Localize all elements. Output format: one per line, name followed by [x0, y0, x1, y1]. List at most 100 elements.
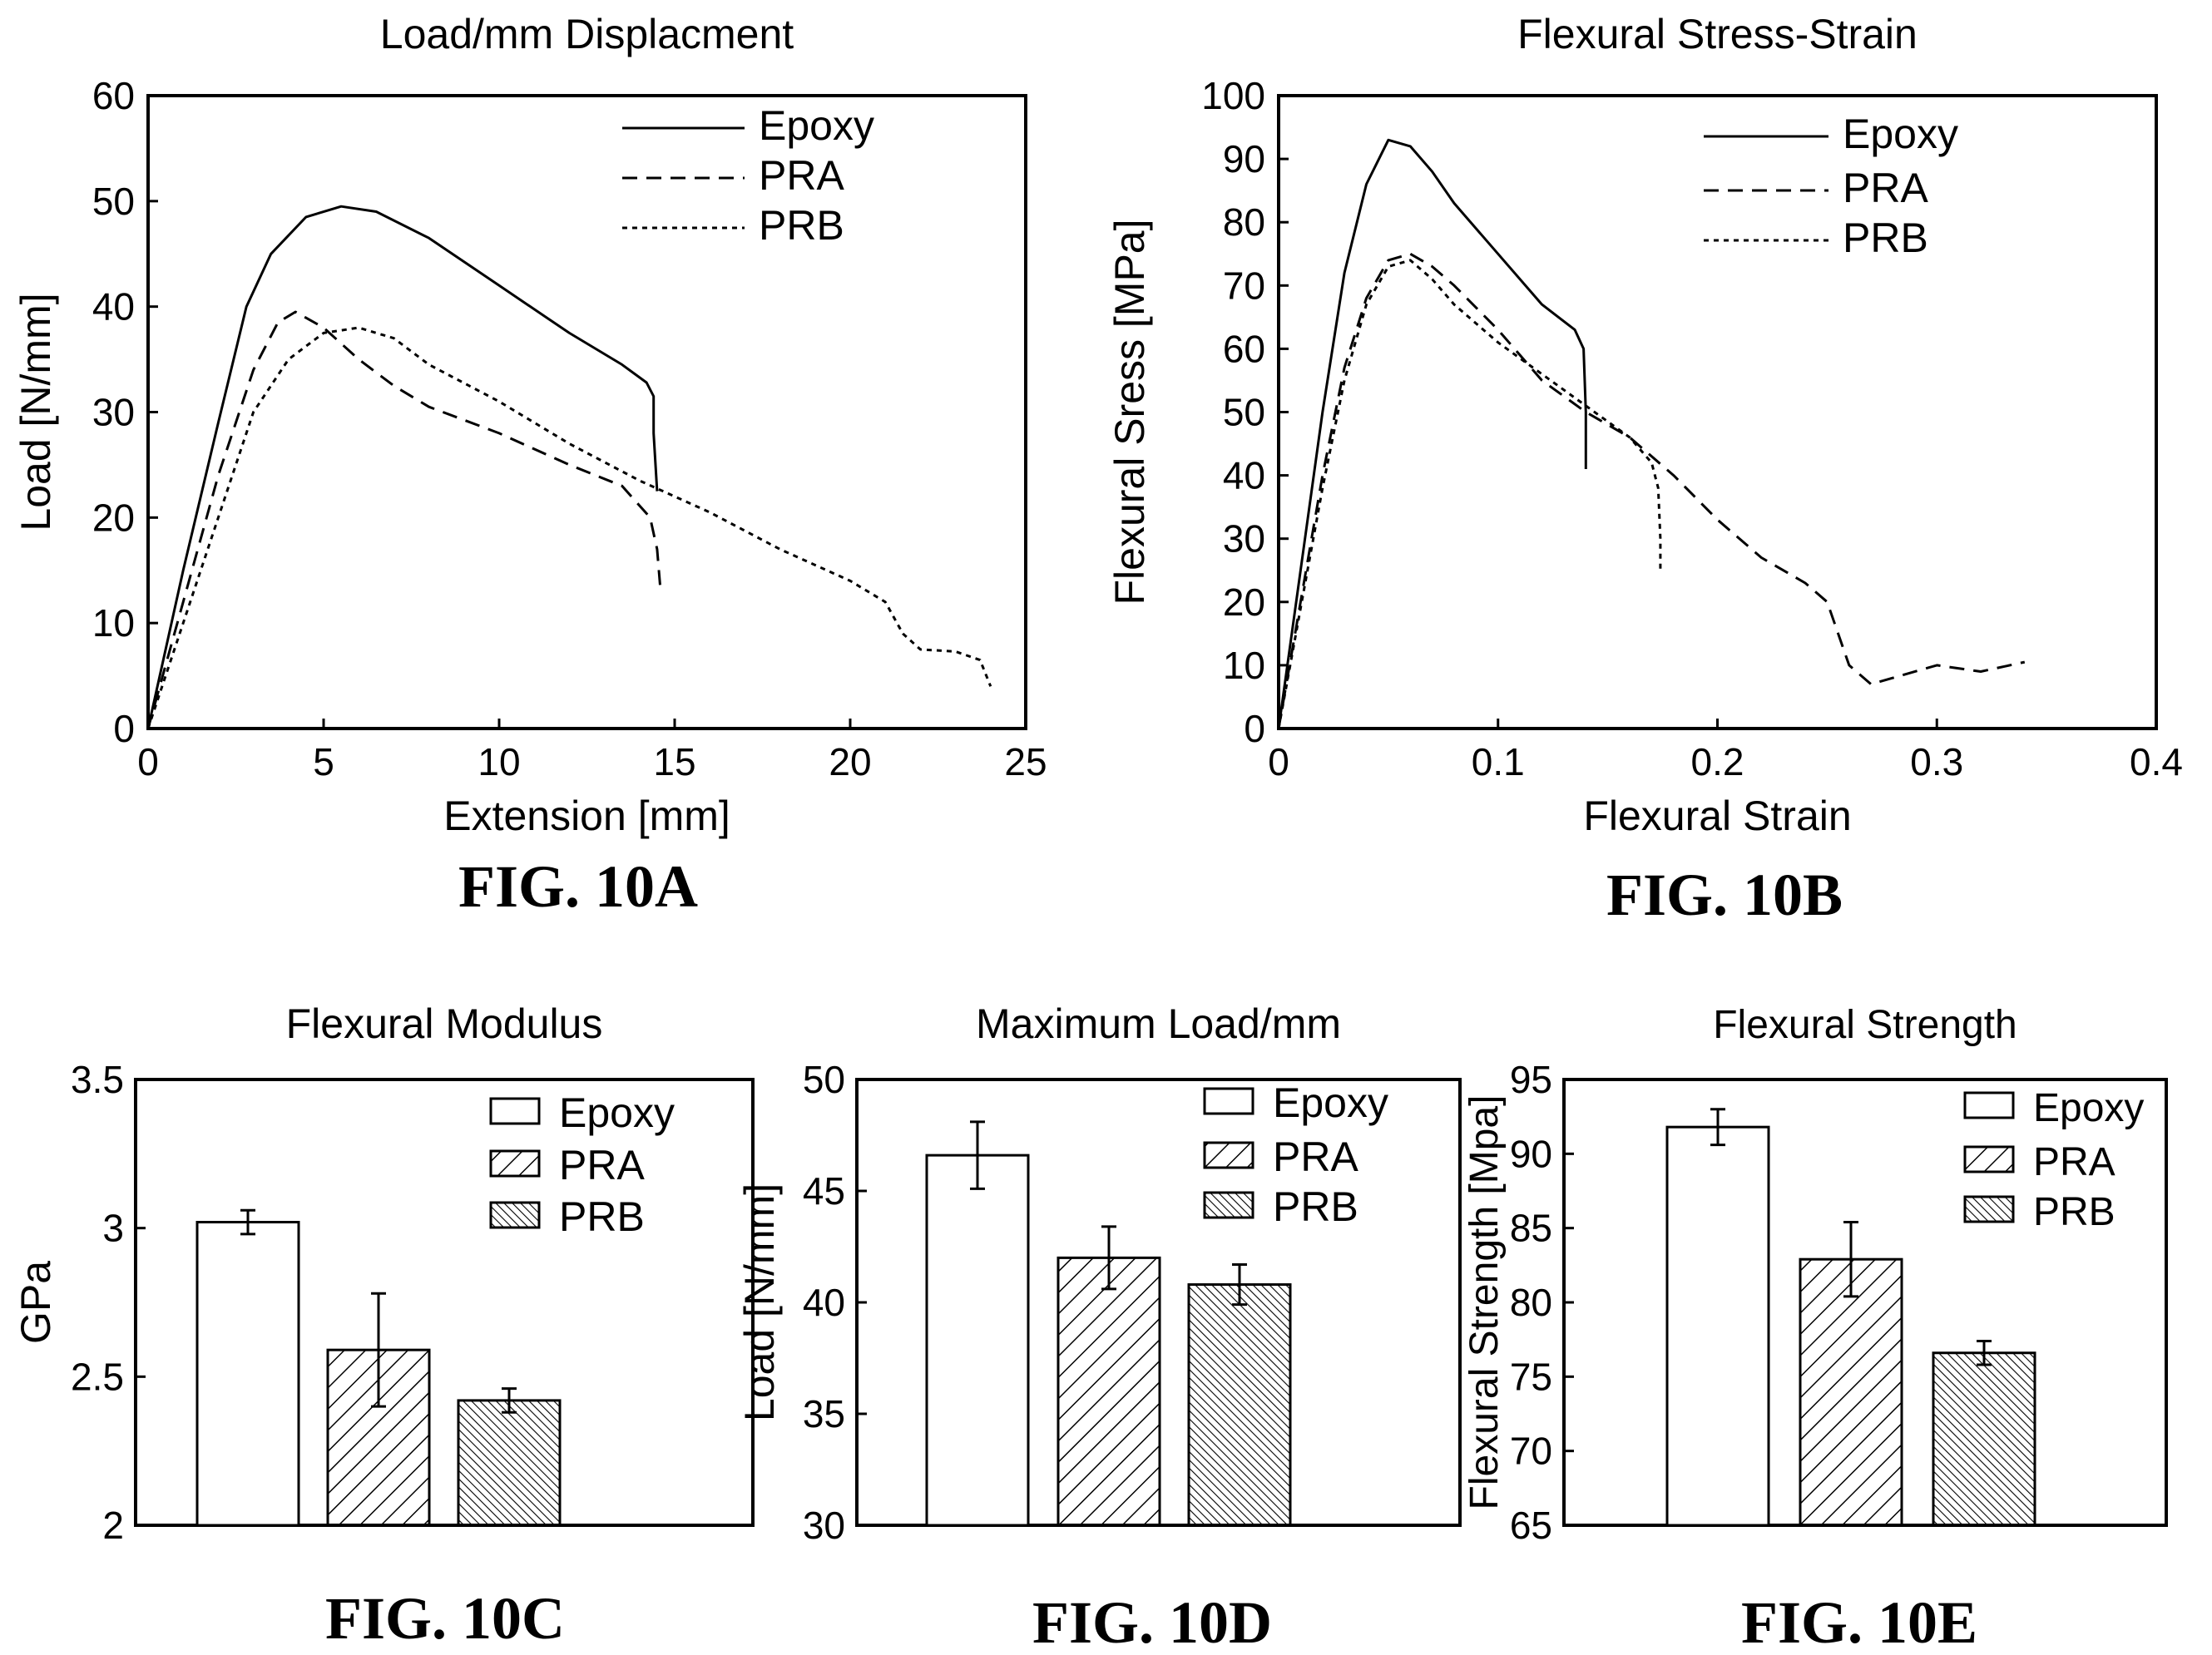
y-tick-label: 20: [1223, 580, 1265, 624]
chart-title: Flexural Stress-Strain: [1517, 11, 1918, 57]
legend-entry-prb: PRB: [1273, 1183, 1358, 1230]
y-tick-label: 0: [1244, 707, 1265, 750]
x-tick-label: 20: [829, 740, 871, 783]
legend-swatch-pra: [1203, 1141, 1254, 1169]
figure-label-10d: FIG. 10D: [1032, 1589, 1272, 1655]
bar-prb: [1932, 1351, 2036, 1527]
y-tick-label: 20: [92, 496, 135, 539]
y-axis-label: Load [N/mm]: [12, 293, 59, 531]
chart-title: Flexural Modulus: [286, 1000, 603, 1047]
y-tick-label: 10: [1223, 644, 1265, 687]
legend-entry-prb: PRB: [1843, 215, 1928, 261]
legend-entry-pra: PRA: [1273, 1134, 1358, 1180]
y-tick-label: 95: [1510, 1058, 1552, 1101]
chart-10a: Load/mm Displacment Extension [mm] Load [N…: [12, 11, 1047, 839]
x-tick-label: 0: [1268, 740, 1289, 783]
y-tick-label: 30: [92, 391, 135, 434]
y-tick-label: 90: [1510, 1132, 1552, 1175]
legend-swatch-pra: [1963, 1145, 2015, 1173]
y-tick-label: 40: [92, 285, 135, 329]
legend-entry-prb: PRB: [2033, 1190, 2116, 1234]
y-tick-label: 3: [102, 1207, 124, 1250]
y-axis-label: Flexural Strength [Mpa]: [1462, 1095, 1507, 1510]
legend-entry-pra: PRA: [559, 1142, 645, 1188]
y-tick-label: 30: [803, 1504, 845, 1547]
y-tick-label: 45: [803, 1169, 845, 1213]
y-tick-label: 60: [92, 74, 135, 117]
x-tick-label: 10: [478, 740, 520, 783]
legend-entry-epoxy: Epoxy: [1843, 111, 1958, 157]
plot-frame: [134, 1078, 755, 1527]
figure-label-10b: FIG. 10B: [1606, 862, 1843, 928]
legend-entry-epoxy: Epoxy: [759, 102, 874, 149]
y-tick-label: 40: [803, 1281, 845, 1324]
x-axis-label: Flexural Strain: [1583, 793, 1851, 839]
legend-entry-pra: PRA: [2033, 1140, 2116, 1184]
y-axis-label: Load [N/mm]: [736, 1183, 783, 1421]
y-tick-label: 90: [1223, 137, 1265, 180]
figure-label-10e: FIG. 10E: [1741, 1589, 1977, 1655]
y-tick-label: 80: [1223, 200, 1265, 244]
figure-label-10a: FIG. 10A: [458, 853, 698, 920]
series-line-prb: [146, 326, 992, 729]
legend-entry-pra: PRA: [759, 152, 844, 199]
y-tick-label: 65: [1510, 1504, 1552, 1547]
x-tick-label: 25: [1004, 740, 1047, 783]
bar-epoxy: [195, 1221, 300, 1527]
series-line-pra: [1277, 252, 2026, 729]
y-tick-label: 0: [113, 707, 135, 750]
series-line-pra: [146, 310, 662, 729]
y-tick-label: 3.5: [71, 1058, 124, 1101]
chart-10c: Flexural Modulus GPa 2 2.5 3 3.5 Epoxy PRA PRB: [12, 1000, 755, 1547]
bar-prb: [1187, 1283, 1292, 1527]
x-tick-label: 0.3: [1910, 740, 1963, 783]
y-axis-label: GPa: [12, 1261, 59, 1344]
series-line-epoxy: [1277, 138, 1587, 729]
y-tick-label: 30: [1223, 517, 1265, 561]
x-tick-label: 5: [313, 740, 334, 783]
legend-entry-epoxy: Epoxy: [2033, 1086, 2144, 1130]
y-tick-label: 2: [102, 1504, 124, 1547]
legend-swatch-prb: [489, 1201, 541, 1229]
bar-epoxy: [1665, 1125, 1770, 1527]
legend-swatch-epoxy: [1963, 1091, 2015, 1119]
y-tick-label: 10: [92, 601, 135, 645]
chart-title: Load/mm Displacment: [380, 11, 794, 57]
legend-swatch-prb: [1963, 1195, 2015, 1223]
y-tick-label: 70: [1223, 264, 1265, 307]
y-tick-label: 70: [1510, 1430, 1552, 1473]
x-tick-label: 0.4: [2130, 740, 2183, 783]
legend-swatch-epoxy: [1203, 1087, 1254, 1115]
legend-swatch-epoxy: [489, 1097, 541, 1125]
x-tick-label: 15: [653, 740, 695, 783]
y-axis-label: Flexural Sress [MPa]: [1106, 219, 1153, 605]
legend-entry-prb: PRB: [559, 1193, 645, 1240]
legend-entry-epoxy: Epoxy: [1273, 1079, 1388, 1126]
chart-10e: Flexural Strength Flexural Strength [Mpa]…: [1462, 1003, 2168, 1547]
chart-10d: Maximum Load/mm Load [N/mm] 30 35 40 45 50 Epox…: [736, 1000, 1462, 1547]
y-tick-label: 2.5: [71, 1355, 124, 1398]
legend-entry-prb: PRB: [759, 202, 844, 249]
x-tick-label: 0.2: [1691, 740, 1744, 783]
chart-title: Flexural Strength: [1713, 1003, 2017, 1047]
y-tick-label: 85: [1510, 1207, 1552, 1250]
y-tick-label: 50: [1223, 391, 1265, 434]
series-line-epoxy: [146, 205, 659, 729]
y-tick-label: 100: [1201, 74, 1265, 117]
y-tick-label: 50: [92, 180, 135, 223]
legend-swatch-pra: [489, 1149, 541, 1178]
bar-epoxy: [925, 1154, 1030, 1527]
legend-entry-epoxy: Epoxy: [559, 1089, 675, 1136]
legend-entry-pra: PRA: [1843, 165, 1928, 211]
y-tick-label: 40: [1223, 454, 1265, 497]
bar-pra: [1799, 1257, 1903, 1527]
y-tick-label: 80: [1510, 1281, 1552, 1324]
x-axis-label: Extension [mm]: [443, 793, 730, 839]
x-tick-label: 0.1: [1472, 740, 1525, 783]
chart-10b: Flexural Stress-Strain Flexural Strain Fle…: [1106, 11, 2183, 839]
bar-prb: [457, 1399, 562, 1527]
y-tick-label: 75: [1510, 1355, 1552, 1398]
figure-label-10c: FIG. 10C: [325, 1585, 565, 1652]
x-tick-label: 0: [137, 740, 159, 783]
